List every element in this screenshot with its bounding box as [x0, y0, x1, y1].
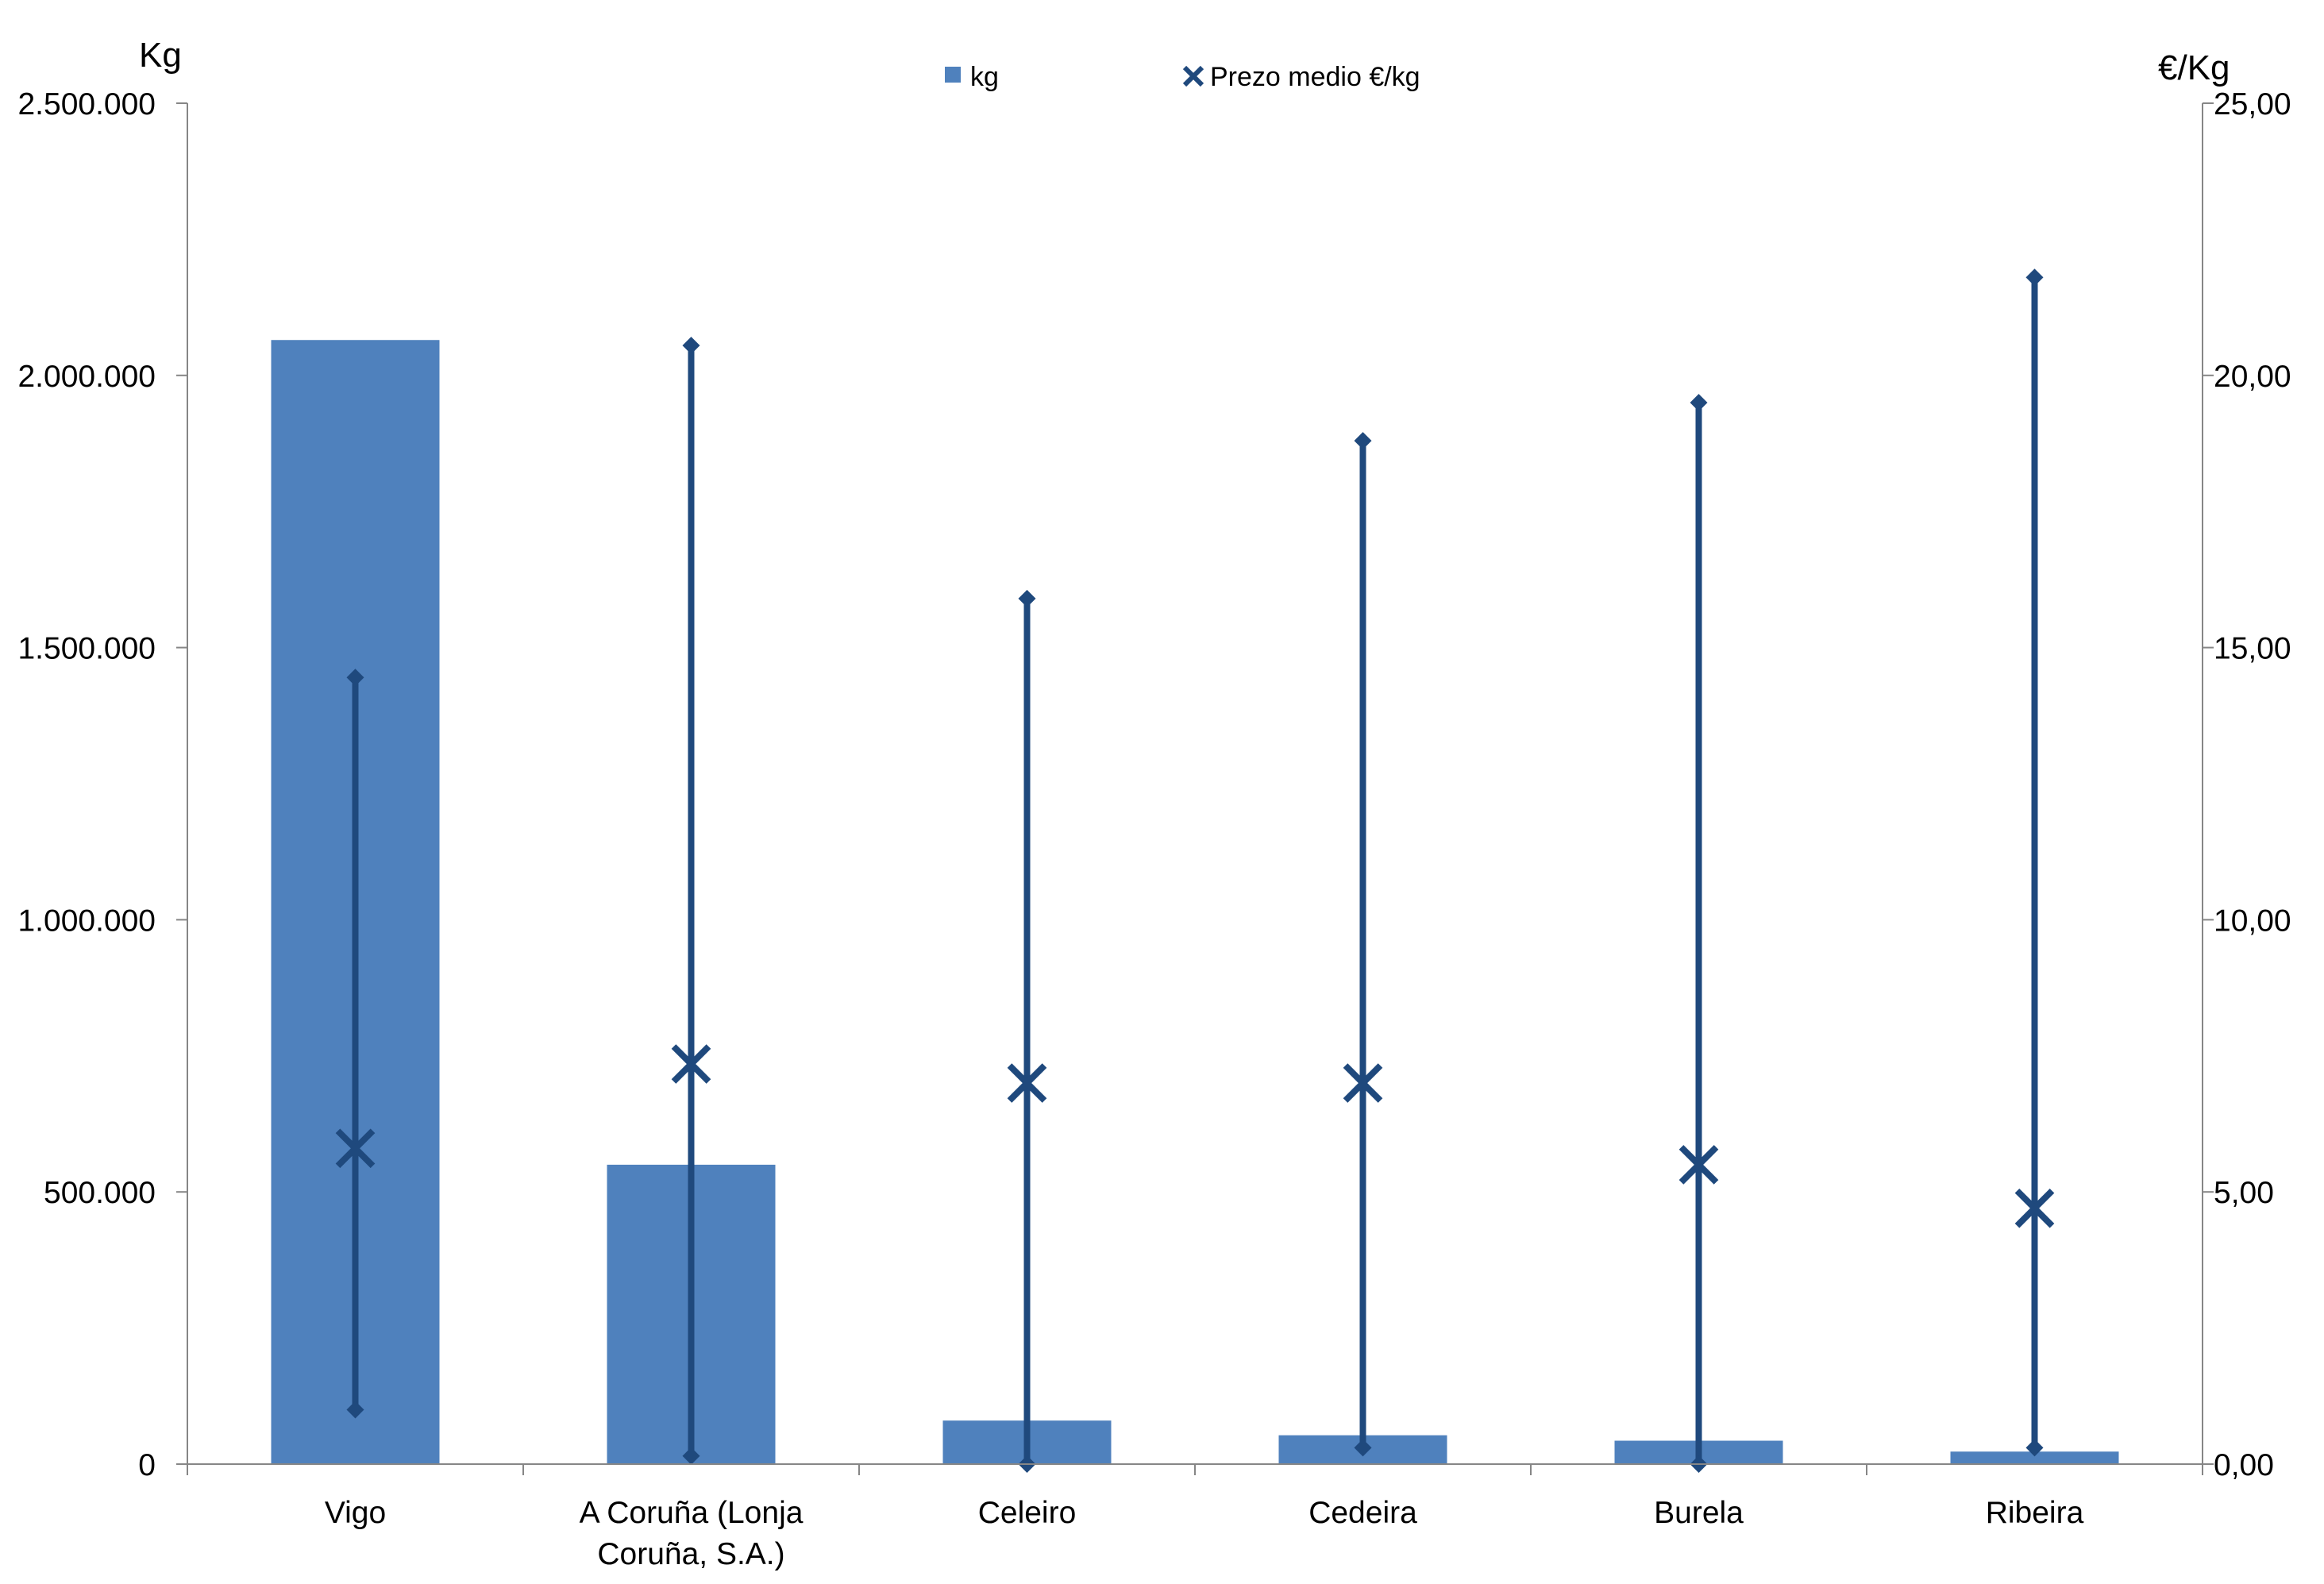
category-label-2: Celeiro: [978, 1496, 1077, 1530]
left-tick-label-4: 2.000.000: [17, 360, 156, 394]
left-tick-label-1: 500.000: [44, 1176, 156, 1210]
axes-layer: 0 500.000 1.000.000 1.500.000 2.000.000 2.500…: [17, 87, 2291, 1571]
price-max-marker-1: [682, 337, 700, 355]
legend-price-label: Prezo medio €/kg: [1210, 62, 1420, 92]
right-tick-label-1: 5,00: [2214, 1176, 2274, 1210]
left-axis-unit-label: Kg: [139, 36, 182, 75]
category-label-1: A Coruña (Lonja Coruña, S.A.): [580, 1496, 804, 1571]
price-max-marker-3: [1354, 432, 1372, 450]
price-mean-marker-0: [335, 1128, 376, 1169]
price-min-marker-1: [682, 1447, 700, 1465]
price-max-marker-5: [2025, 268, 2044, 287]
right-tick-label-4: 20,00: [2214, 360, 2291, 394]
legend: kg Prezo medio €/kg: [945, 62, 1420, 92]
category-label-4: Burela: [1654, 1496, 1744, 1530]
price-mean-marker-4: [1678, 1145, 1719, 1185]
price-mean-marker-2: [1007, 1063, 1047, 1103]
left-tick-label-2: 1.000.000: [17, 904, 156, 938]
right-axis-unit-label: €/Kg: [2158, 48, 2230, 87]
right-tick-label-2: 10,00: [2214, 904, 2291, 938]
legend-kg-label: kg: [970, 62, 999, 92]
left-tick-label-0: 0: [138, 1448, 156, 1482]
legend-price-x-icon: [1182, 65, 1204, 87]
price-mean-marker-5: [2014, 1188, 2055, 1228]
right-tick-label-3: 15,00: [2214, 632, 2291, 666]
category-label-5: Ribeira: [1986, 1496, 2084, 1530]
legend-price-marker: [1182, 65, 1204, 87]
price-ranges-layer: [335, 268, 2055, 1473]
right-tick-label-0: 0,00: [2214, 1448, 2274, 1482]
bar-5: [1950, 1451, 2119, 1464]
category-label-3: Cedeira: [1308, 1496, 1417, 1530]
price-max-marker-0: [346, 669, 364, 687]
price-mean-marker-3: [1343, 1063, 1383, 1103]
left-tick-label-5: 2.500.000: [17, 87, 156, 121]
right-tick-label-5: 25,00: [2214, 87, 2291, 121]
price-max-marker-2: [1018, 589, 1036, 607]
price-mean-marker-1: [671, 1044, 711, 1084]
price-min-marker-5: [2025, 1439, 2044, 1457]
price-min-marker-3: [1354, 1439, 1372, 1457]
category-label-0: Vigo: [325, 1496, 386, 1530]
left-tick-label-3: 1.500.000: [17, 632, 156, 666]
bars-layer: [271, 340, 2119, 1465]
price-max-marker-4: [1690, 394, 1708, 412]
price-min-marker-0: [346, 1401, 364, 1419]
legend-kg-swatch: [945, 67, 961, 83]
